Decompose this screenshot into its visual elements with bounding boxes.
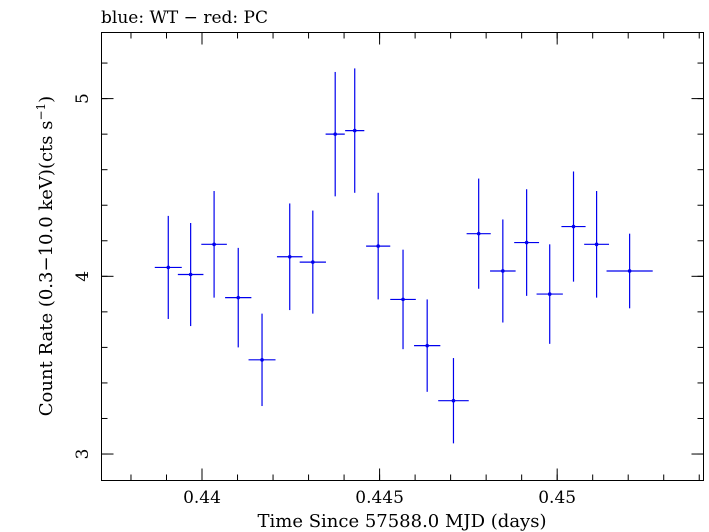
point-marker — [333, 132, 337, 136]
data-point — [299, 210, 326, 314]
y-tick-label: 4 — [73, 271, 93, 282]
point-marker — [166, 265, 171, 270]
data-point — [414, 299, 441, 392]
data-point — [276, 203, 303, 311]
point-marker — [212, 242, 216, 247]
data-point — [201, 191, 227, 298]
point-marker — [287, 254, 292, 259]
data-point — [325, 71, 345, 197]
data-point — [366, 192, 391, 300]
point-marker — [401, 297, 405, 302]
x-tick-label: 0.445 — [355, 488, 404, 508]
y-tick-label: 5 — [73, 93, 93, 104]
point-marker — [188, 272, 193, 277]
point-marker — [425, 343, 429, 348]
point-marker — [594, 242, 599, 247]
y-axis-label-close: ) — [36, 96, 57, 103]
data-point — [345, 68, 365, 193]
data-point — [490, 219, 516, 323]
data-point — [466, 178, 491, 289]
chart-title: blue: WT − red: PC — [101, 8, 268, 28]
point-marker — [236, 295, 241, 300]
data-point — [225, 247, 252, 348]
y-tick-label: 3 — [73, 449, 93, 460]
point-marker — [524, 240, 529, 245]
data-point — [248, 313, 276, 407]
plot-frame — [101, 32, 704, 481]
data-point — [177, 223, 204, 327]
point-marker — [476, 231, 481, 236]
axis-tick-labels: 0.44 0.445 0.45 3 4 5 — [73, 93, 576, 508]
x-tick-label: 0.45 — [538, 488, 576, 508]
y-axis-label-superscript: −1 — [34, 103, 48, 121]
data-point — [561, 171, 586, 282]
point-marker — [571, 224, 576, 229]
data-point — [606, 233, 653, 309]
data-point — [390, 249, 416, 350]
point-marker — [547, 292, 552, 296]
point-marker — [311, 260, 315, 264]
data-point — [154, 215, 182, 319]
y-axis-label: Count Rate (0.3−10.0 keV)(cts s−1) — [34, 96, 57, 416]
data-points — [154, 68, 653, 444]
point-marker — [501, 269, 505, 273]
point-marker — [376, 244, 380, 248]
point-marker — [260, 358, 264, 362]
data-point — [514, 189, 540, 296]
data-point — [584, 191, 610, 298]
data-point — [536, 244, 563, 344]
point-marker — [627, 269, 632, 273]
x-tick-label: 0.44 — [183, 488, 221, 508]
x-axis-label: Time Since 57588.0 MJD (days) — [257, 511, 546, 532]
axis-ticks — [101, 32, 704, 481]
point-marker — [451, 398, 456, 403]
point-marker — [352, 128, 357, 133]
data-point — [438, 358, 469, 444]
